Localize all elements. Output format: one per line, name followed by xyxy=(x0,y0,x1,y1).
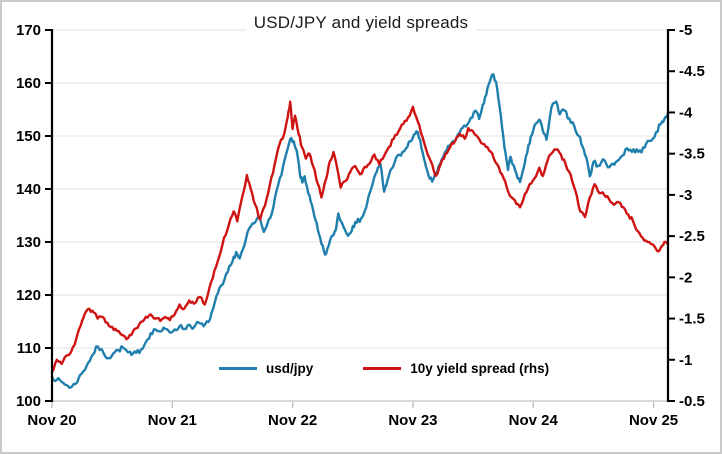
x-axis-tick-label: Nov 22 xyxy=(268,412,317,429)
left-axis-tick-label: 140 xyxy=(16,181,41,198)
right-axis-tick-label: -3.5 xyxy=(679,146,705,163)
chart-title-text: USD/JPY and yield spreads xyxy=(245,13,477,32)
legend-line-spread-icon xyxy=(363,366,402,371)
x-axis-tick-label: Nov 23 xyxy=(388,412,437,429)
legend-line-usdjpy-icon xyxy=(219,366,257,371)
right-axis-tick-label: -1.5 xyxy=(679,311,705,328)
series-line-usdjpy xyxy=(50,73,670,389)
legend-item-spread: 10y yield spread (rhs) xyxy=(363,361,549,376)
right-axis-tick-label: -4 xyxy=(679,104,693,121)
x-axis-tick-label: Nov 25 xyxy=(629,412,678,429)
legend-label-usdjpy: usd/jpy xyxy=(266,361,314,376)
left-axis-tick-label: 100 xyxy=(16,393,41,410)
left-axis-tick-label: 130 xyxy=(16,234,41,251)
legend-item-usdjpy: usd/jpy xyxy=(219,361,313,376)
x-axis-tick-label: Nov 21 xyxy=(148,412,197,429)
legend: usd/jpy 10y yield spread (rhs) xyxy=(219,361,549,376)
left-axis-tick-label: 150 xyxy=(16,128,41,145)
right-axis-tick-label: -3 xyxy=(679,187,692,204)
chart-title: USD/JPY and yield spreads xyxy=(0,13,722,33)
x-axis-tick-label: Nov 20 xyxy=(27,412,76,429)
legend-label-spread: 10y yield spread (rhs) xyxy=(410,361,550,376)
right-axis-tick-label: -2.5 xyxy=(679,228,705,245)
left-axis-tick-label: 160 xyxy=(16,75,41,92)
left-axis-tick-label: 120 xyxy=(16,287,41,304)
series-line-spread xyxy=(50,100,670,374)
right-axis-tick-label: -0.5 xyxy=(679,393,705,410)
left-axis-tick-label: 170 xyxy=(16,22,41,39)
left-axis-tick-label: 110 xyxy=(17,340,41,357)
x-axis-tick-label: Nov 24 xyxy=(509,412,559,429)
right-axis-tick-label: -5 xyxy=(679,22,692,39)
right-axis-tick-label: -1 xyxy=(679,352,692,369)
right-axis-tick-label: -4.5 xyxy=(679,63,705,80)
right-axis-tick-label: -2 xyxy=(679,269,692,286)
